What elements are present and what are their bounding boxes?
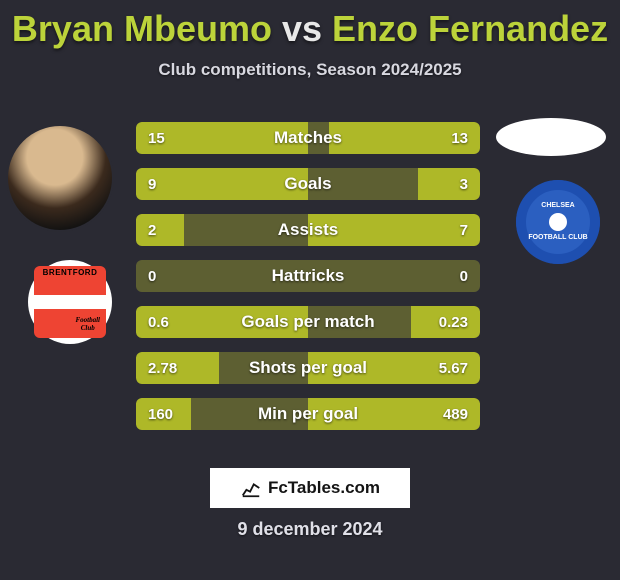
stat-bar-left xyxy=(136,168,308,200)
subtitle: Club competitions, Season 2024/2025 xyxy=(0,60,620,80)
stat-bar-right xyxy=(411,306,480,338)
stat-row: Assists27 xyxy=(136,214,480,246)
stat-label: Hattricks xyxy=(136,260,480,292)
stat-row: Goals per match0.60.23 xyxy=(136,306,480,338)
chart-icon xyxy=(240,477,262,499)
date-text: 9 december 2024 xyxy=(0,519,620,540)
stat-row: Min per goal160489 xyxy=(136,398,480,430)
comparison-title: Bryan Mbeumo vs Enzo Fernandez xyxy=(0,0,620,50)
stat-bar-right xyxy=(308,398,480,430)
player1-club-label: BRENTFORD xyxy=(34,268,106,277)
stat-bar-right xyxy=(308,352,480,384)
player2-name: Enzo Fernandez xyxy=(332,8,608,49)
stat-value-left: 0 xyxy=(148,260,156,292)
stat-value-right: 0 xyxy=(460,260,468,292)
stats-bars: Matches1513 Goals93 Assists27 Hattricks0 0 Go… xyxy=(136,122,480,430)
site-logo: FcTables.com xyxy=(210,468,410,508)
player2-club-label: CHELSEA xyxy=(541,202,574,210)
stat-bar-left xyxy=(136,122,308,154)
player1-club-fc: FootballClub xyxy=(75,316,100,332)
stat-bar-right xyxy=(308,214,480,246)
site-name: FcTables.com xyxy=(268,478,380,498)
player2-club-sub: FOOTBALL CLUB xyxy=(528,234,587,242)
stat-bar-right xyxy=(418,168,480,200)
stat-bar-left xyxy=(136,306,308,338)
player1-avatar xyxy=(8,126,112,230)
stat-row: Goals93 xyxy=(136,168,480,200)
stat-row: Hattricks0 0 xyxy=(136,260,480,292)
stat-bar-right xyxy=(329,122,480,154)
stat-bar-left xyxy=(136,398,191,430)
player2-club-badge: CHELSEA FOOTBALL CLUB xyxy=(516,180,600,264)
stat-row: Shots per goal2.785.67 xyxy=(136,352,480,384)
stat-bar-left xyxy=(136,352,219,384)
vs-text: vs xyxy=(282,8,322,49)
player1-name: Bryan Mbeumo xyxy=(12,8,272,49)
stat-bar-left xyxy=(136,214,184,246)
player2-avatar xyxy=(496,118,606,156)
stat-row: Matches1513 xyxy=(136,122,480,154)
ball-icon xyxy=(549,213,567,231)
player1-club-badge: BRENTFORD FootballClub xyxy=(28,260,112,344)
